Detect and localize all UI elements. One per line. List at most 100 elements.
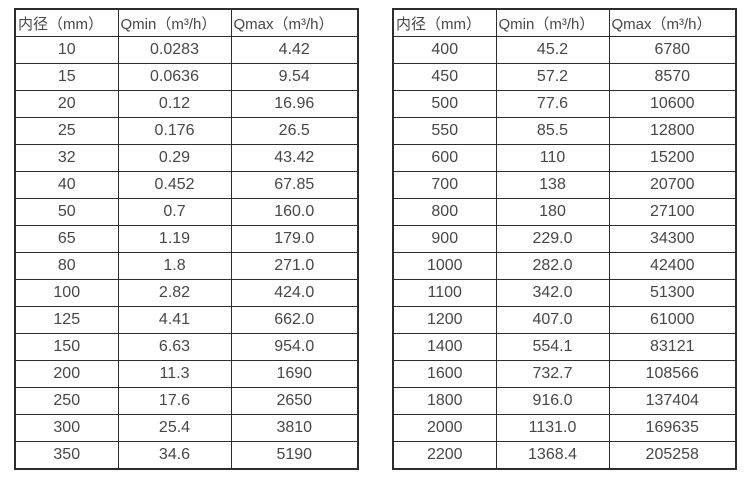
qmin-cell: 6.63 — [117, 333, 232, 361]
table-row: 2200 1368.4 205258 — [392, 441, 737, 470]
diameter-cell: 80 — [14, 252, 119, 280]
diameter-cell: 350 — [14, 441, 119, 470]
qmin-cell: 0.0283 — [117, 36, 232, 64]
table-row: 700 138 20700 — [392, 171, 737, 199]
table-row: 65 1.19 179.0 — [14, 225, 359, 253]
qmax-cell: 8570 — [608, 63, 737, 91]
table-row: 100 2.82 424.0 — [14, 279, 359, 307]
table-row: 300 25.4 3810 — [14, 414, 359, 442]
table-row: 350 34.6 5190 — [14, 441, 359, 470]
table-row: 600 110 15200 — [392, 144, 737, 172]
qmin-cell: 342.0 — [495, 279, 610, 307]
qmin-cell: 4.41 — [117, 306, 232, 334]
diameter-header: 内径（mm） — [392, 8, 497, 37]
table-row: 2000 1131.0 169635 — [392, 414, 737, 442]
qmin-cell: 282.0 — [495, 252, 610, 280]
diameter-cell: 550 — [392, 117, 497, 145]
diameter-cell: 40 — [14, 171, 119, 199]
table-row: 40 0.452 67.85 — [14, 171, 359, 199]
diameter-cell: 25 — [14, 117, 119, 145]
qmin-cell: 0.12 — [117, 90, 232, 118]
qmax-cell: 51300 — [608, 279, 737, 307]
table-row: 500 77.6 10600 — [392, 90, 737, 118]
diameter-cell: 1100 — [392, 279, 497, 307]
diameter-cell: 15 — [14, 63, 119, 91]
table-row: 400 45.2 6780 — [392, 36, 737, 64]
qmin-cell: 2.82 — [117, 279, 232, 307]
table-row: 200 11.3 1690 — [14, 360, 359, 388]
diameter-cell: 300 — [14, 414, 119, 442]
header-row: 内径（mm） Qmin（m³/h） Qmax（m³/h） — [392, 8, 737, 37]
qmax-cell: 954.0 — [230, 333, 359, 361]
qmin-cell: 0.452 — [117, 171, 232, 199]
diameter-cell: 1200 — [392, 306, 497, 334]
diameter-cell: 250 — [14, 387, 119, 415]
qmax-cell: 12800 — [608, 117, 737, 145]
qmax-cell: 20700 — [608, 171, 737, 199]
qmin-cell: 229.0 — [495, 225, 610, 253]
qmin-cell: 732.7 — [495, 360, 610, 388]
qmax-cell: 137404 — [608, 387, 737, 415]
qmin-header: Qmin（m³/h） — [495, 8, 610, 37]
qmax-cell: 83121 — [608, 333, 737, 361]
qmax-cell: 67.85 — [230, 171, 359, 199]
diameter-cell: 450 — [392, 63, 497, 91]
flow-spec-page: 内径（mm） Qmin（m³/h） Qmax（m³/h） 10 0.0283 4.42 15… — [14, 8, 737, 470]
table-row: 1400 554.1 83121 — [392, 333, 737, 361]
qmax-cell: 34300 — [608, 225, 737, 253]
qmax-cell: 43.42 — [230, 144, 359, 172]
qmax-cell: 26.5 — [230, 117, 359, 145]
qmax-cell: 6780 — [608, 36, 737, 64]
qmin-cell: 916.0 — [495, 387, 610, 415]
qmin-cell: 57.2 — [495, 63, 610, 91]
qmin-cell: 1.8 — [117, 252, 232, 280]
diameter-cell: 1800 — [392, 387, 497, 415]
table-row: 80 1.8 271.0 — [14, 252, 359, 280]
table-row: 15 0.0636 9.54 — [14, 63, 359, 91]
qmax-cell: 5190 — [230, 441, 359, 470]
qmax-cell: 1690 — [230, 360, 359, 388]
qmax-cell: 9.54 — [230, 63, 359, 91]
table-row: 1100 342.0 51300 — [392, 279, 737, 307]
qmax-header: Qmax（m³/h） — [608, 8, 737, 37]
diameter-cell: 1600 — [392, 360, 497, 388]
qmin-cell: 1131.0 — [495, 414, 610, 442]
table-row: 800 180 27100 — [392, 198, 737, 226]
table-row: 1800 916.0 137404 — [392, 387, 737, 415]
header-row: 内径（mm） Qmin（m³/h） Qmax（m³/h） — [14, 8, 359, 37]
qmin-cell: 25.4 — [117, 414, 232, 442]
diameter-cell: 1000 — [392, 252, 497, 280]
diameter-cell: 800 — [392, 198, 497, 226]
qmin-header: Qmin（m³/h） — [117, 8, 232, 37]
table-row: 450 57.2 8570 — [392, 63, 737, 91]
table-row: 125 4.41 662.0 — [14, 306, 359, 334]
diameter-cell: 2200 — [392, 441, 497, 470]
diameter-cell: 32 — [14, 144, 119, 172]
qmax-cell: 10600 — [608, 90, 737, 118]
diameter-cell: 400 — [392, 36, 497, 64]
qmin-cell: 34.6 — [117, 441, 232, 470]
diameter-cell: 65 — [14, 225, 119, 253]
qmin-cell: 0.7 — [117, 198, 232, 226]
qmin-cell: 110 — [495, 144, 610, 172]
qmin-cell: 0.0636 — [117, 63, 232, 91]
table-row: 1000 282.0 42400 — [392, 252, 737, 280]
diameter-cell: 150 — [14, 333, 119, 361]
flow-table-small-diameters: 内径（mm） Qmin（m³/h） Qmax（m³/h） 10 0.0283 4.42 15… — [14, 8, 359, 470]
qmax-cell: 169635 — [608, 414, 737, 442]
qmax-cell: 108566 — [608, 360, 737, 388]
qmax-cell: 205258 — [608, 441, 737, 470]
qmax-cell: 61000 — [608, 306, 737, 334]
qmax-cell: 3810 — [230, 414, 359, 442]
flow-table-large-diameters: 内径（mm） Qmin（m³/h） Qmax（m³/h） 400 45.2 6780 450… — [392, 8, 737, 470]
diameter-cell: 10 — [14, 36, 119, 64]
qmin-cell: 77.6 — [495, 90, 610, 118]
table-row: 50 0.7 160.0 — [14, 198, 359, 226]
qmax-cell: 160.0 — [230, 198, 359, 226]
table-row: 900 229.0 34300 — [392, 225, 737, 253]
qmin-cell: 407.0 — [495, 306, 610, 334]
table-row: 550 85.5 12800 — [392, 117, 737, 145]
table-row: 32 0.29 43.42 — [14, 144, 359, 172]
qmax-cell: 271.0 — [230, 252, 359, 280]
diameter-cell: 1400 — [392, 333, 497, 361]
